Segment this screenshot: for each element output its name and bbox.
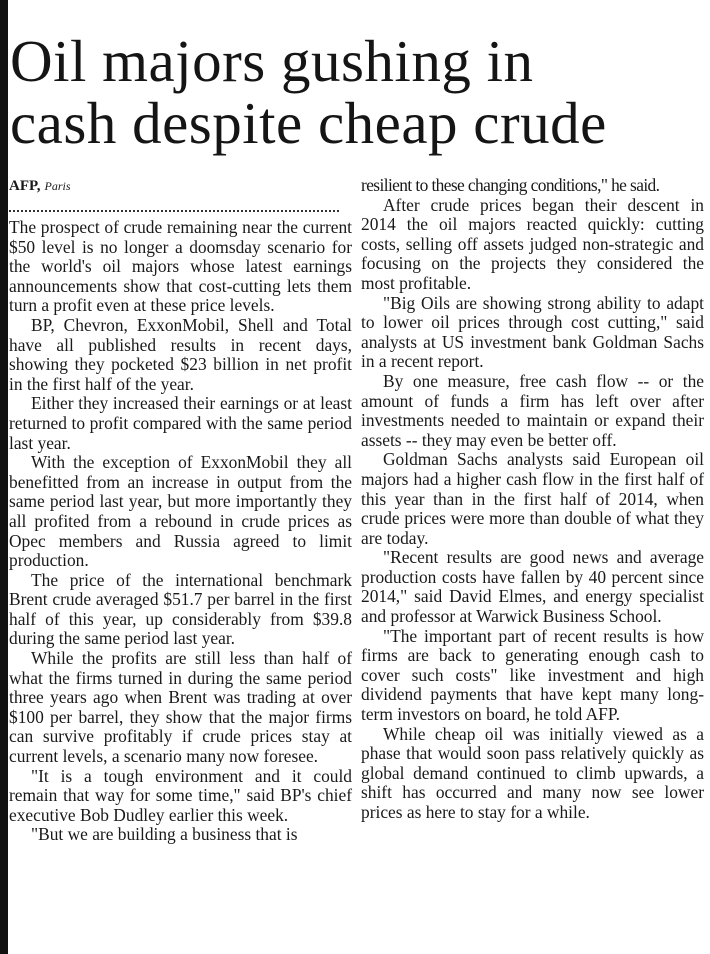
paragraph: While the profits are still less than ha… <box>9 648 352 767</box>
paragraph: While cheap oil was initially viewed as … <box>361 723 704 822</box>
paragraph: After crude prices began their descent i… <box>361 194 704 293</box>
paragraph: The price of the international benchmark… <box>9 569 352 649</box>
paragraph: "Big Oils are showing strong ability to … <box>361 292 704 372</box>
dotted-divider <box>9 210 339 212</box>
headline: Oil majors gushing in cash despite cheap… <box>10 30 710 154</box>
paragraph: "It is a tough environment and it could … <box>9 765 352 825</box>
byline: AFP, Paris <box>9 176 352 196</box>
paragraph: Either they increased their earnings or … <box>9 393 352 453</box>
paragraph: resilient to these changing conditions,"… <box>361 175 660 195</box>
paragraph: "Recent results are good news and averag… <box>361 547 704 627</box>
byline-place: Paris <box>44 179 71 193</box>
left-column: AFP, Paris The prospect of crude remainin… <box>9 176 352 845</box>
paragraph: "But we are building a business that is <box>31 824 298 845</box>
scan-edge <box>0 0 8 954</box>
paragraph: By one measure, free cash flow -- or the… <box>361 370 704 450</box>
paragraph: The prospect of crude remaining near the… <box>9 217 352 316</box>
paragraph: Goldman Sachs analysts said European oil… <box>361 449 704 548</box>
right-column: resilient to these changing conditions,"… <box>361 175 704 823</box>
headline-line-1: Oil majors gushing in <box>10 28 534 94</box>
headline-line-2: cash despite cheap crude <box>10 90 607 156</box>
paragraph: BP, Chevron, ExxonMobil, Shell and Total… <box>9 314 352 394</box>
byline-agency: AFP, <box>9 178 41 194</box>
paragraph: "The important part of recent results is… <box>361 625 704 725</box>
paragraph: With the exception of ExxonMobil they al… <box>9 452 352 571</box>
